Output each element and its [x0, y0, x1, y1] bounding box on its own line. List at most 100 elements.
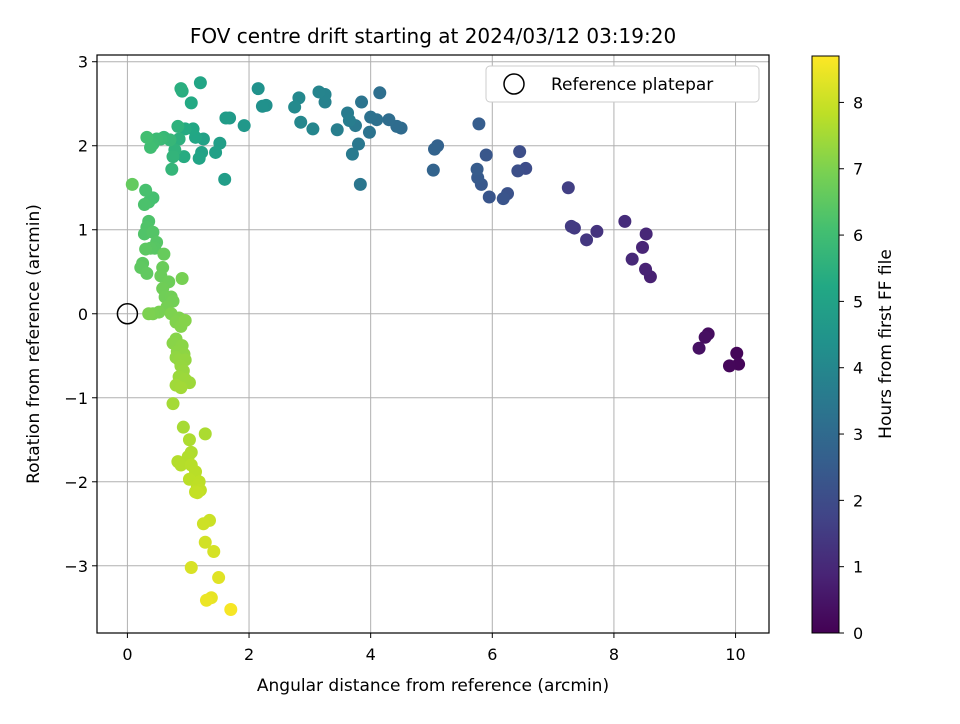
- data-point: [382, 113, 396, 127]
- data-point: [496, 192, 510, 206]
- data-point: [166, 397, 180, 411]
- y-tick-label: 0: [78, 305, 88, 324]
- y-axis-ticks: −3 −2 −1 0 1 2 3: [64, 53, 97, 576]
- data-point: [184, 560, 198, 574]
- data-point: [176, 420, 190, 434]
- colorbar-label: Hours from first FF file: [876, 249, 896, 439]
- data-point: [178, 313, 192, 327]
- data-point: [193, 76, 207, 90]
- data-point: [364, 110, 378, 124]
- data-point: [353, 177, 367, 191]
- colorbar-tick-label: 4: [853, 359, 863, 378]
- data-point: [219, 111, 233, 125]
- data-point: [345, 147, 359, 161]
- y-tick-label: −2: [64, 473, 88, 492]
- data-point: [207, 545, 221, 559]
- data-point: [698, 330, 712, 344]
- data-point: [722, 359, 736, 373]
- data-point: [590, 224, 604, 238]
- data-point: [636, 240, 650, 254]
- colorbar-gradient: [811, 55, 840, 634]
- data-point: [513, 145, 527, 159]
- data-point: [625, 252, 639, 266]
- data-point: [373, 86, 387, 100]
- data-point: [312, 85, 326, 99]
- colorbar-tick-label: 8: [853, 93, 863, 112]
- data-point: [218, 172, 232, 186]
- data-point: [561, 181, 575, 195]
- data-point: [139, 242, 153, 256]
- data-point: [224, 602, 238, 616]
- x-tick-label: 10: [725, 645, 745, 664]
- data-point: [137, 198, 151, 212]
- y-axis-label: Rotation from reference (arcmin): [24, 204, 44, 484]
- x-tick-label: 2: [244, 645, 254, 664]
- x-tick-label: 8: [609, 645, 619, 664]
- data-points: [125, 76, 746, 616]
- data-point: [428, 142, 442, 156]
- data-point: [730, 346, 744, 360]
- data-point: [564, 219, 578, 233]
- data-point: [342, 114, 356, 128]
- data-point: [237, 119, 251, 133]
- plot-frame: [96, 54, 770, 634]
- data-point: [294, 115, 308, 129]
- data-point: [306, 122, 320, 136]
- data-point: [199, 593, 213, 607]
- data-point: [146, 225, 160, 239]
- data-point: [144, 140, 158, 154]
- data-point: [140, 266, 154, 280]
- data-point: [184, 96, 198, 110]
- chart-title: FOV centre drift starting at 2024/03/12 …: [190, 24, 676, 48]
- data-point: [692, 341, 706, 355]
- reference-platepar-marker: [116, 303, 139, 325]
- x-tick-label: 0: [122, 645, 132, 664]
- data-point: [639, 227, 653, 241]
- colorbar-tick-label: 3: [853, 425, 863, 444]
- data-point: [251, 82, 265, 96]
- data-point: [470, 162, 484, 176]
- colorbar-tick-label: 0: [853, 624, 863, 643]
- data-point: [209, 145, 223, 159]
- y-tick-label: −1: [64, 389, 88, 408]
- data-point: [140, 130, 154, 144]
- data-point: [198, 535, 212, 549]
- legend-box: [485, 65, 760, 103]
- legend: Reference platepar: [485, 65, 760, 103]
- data-point: [198, 427, 212, 441]
- x-tick-label: 6: [487, 645, 497, 664]
- data-point: [125, 177, 139, 191]
- colorbar-tick-label: 2: [853, 491, 863, 510]
- data-point: [330, 123, 344, 137]
- data-point: [166, 150, 180, 164]
- data-point: [182, 433, 196, 447]
- colorbar-tick-label: 7: [853, 160, 863, 179]
- y-tick-label: 1: [78, 221, 88, 240]
- data-point: [355, 95, 369, 109]
- data-point: [196, 517, 210, 531]
- data-point: [157, 247, 171, 261]
- data-point: [472, 117, 486, 131]
- grid-lines: [97, 55, 769, 633]
- data-point: [175, 271, 189, 285]
- colorbar-ticks: 0 1 2 3 4 5 6 7 8: [839, 93, 863, 643]
- data-point: [618, 214, 632, 228]
- data-point: [352, 137, 366, 151]
- data-point: [174, 82, 188, 96]
- colorbar-tick-label: 5: [853, 292, 863, 311]
- data-point: [142, 307, 156, 321]
- data-point: [192, 151, 206, 165]
- y-tick-label: 3: [78, 53, 88, 72]
- colorbar: 0 1 2 3 4 5 6 7 8 Hours from first FF file: [811, 55, 896, 643]
- x-tick-label: 4: [366, 645, 376, 664]
- data-point: [139, 183, 153, 197]
- y-tick-label: −3: [64, 557, 88, 576]
- legend-marker-icon: [503, 73, 525, 95]
- colorbar-tick-label: 1: [853, 558, 863, 577]
- data-point: [212, 571, 226, 585]
- data-point: [174, 458, 188, 472]
- data-point: [580, 233, 594, 247]
- colorbar-tick-label: 6: [853, 226, 863, 245]
- data-point: [511, 164, 525, 178]
